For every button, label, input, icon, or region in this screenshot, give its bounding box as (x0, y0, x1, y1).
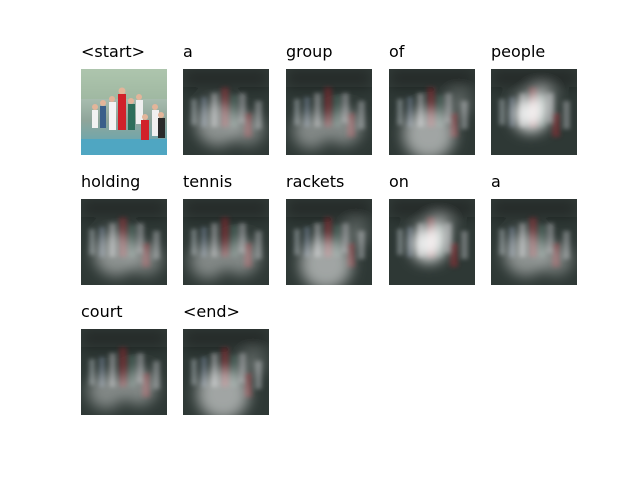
caption-word: tennis (183, 172, 233, 191)
caption-cell: on (389, 172, 489, 285)
caption-cell: of (389, 42, 489, 155)
caption-cell: holding (81, 172, 181, 285)
caption-cell: <end> (183, 302, 283, 415)
caption-cell: court (81, 302, 181, 415)
caption-cell: <start> (81, 42, 181, 155)
attention-map (389, 69, 475, 155)
caption-cell: group (286, 42, 386, 155)
caption-word: a (491, 172, 501, 191)
caption-word: <end> (183, 302, 240, 321)
original-photo (81, 69, 167, 155)
caption-word: group (286, 42, 333, 61)
caption-cell: a (183, 42, 283, 155)
caption-cell: tennis (183, 172, 283, 285)
caption-cell: a (491, 172, 591, 285)
caption-word: of (389, 42, 405, 61)
attention-map (286, 69, 372, 155)
caption-word: holding (81, 172, 141, 191)
attention-map (81, 329, 167, 415)
caption-word: a (183, 42, 193, 61)
caption-word: people (491, 42, 546, 61)
attention-map (491, 69, 577, 155)
attention-map (183, 199, 269, 285)
attention-map (286, 199, 372, 285)
caption-cell: rackets (286, 172, 386, 285)
attention-map (183, 329, 269, 415)
caption-word: court (81, 302, 123, 321)
caption-cell: people (491, 42, 591, 155)
attention-map (81, 199, 167, 285)
attention-map (389, 199, 475, 285)
caption-word: <start> (81, 42, 146, 61)
attention-map (183, 69, 269, 155)
caption-word: on (389, 172, 409, 191)
attention-map (491, 199, 577, 285)
caption-word: rackets (286, 172, 345, 191)
